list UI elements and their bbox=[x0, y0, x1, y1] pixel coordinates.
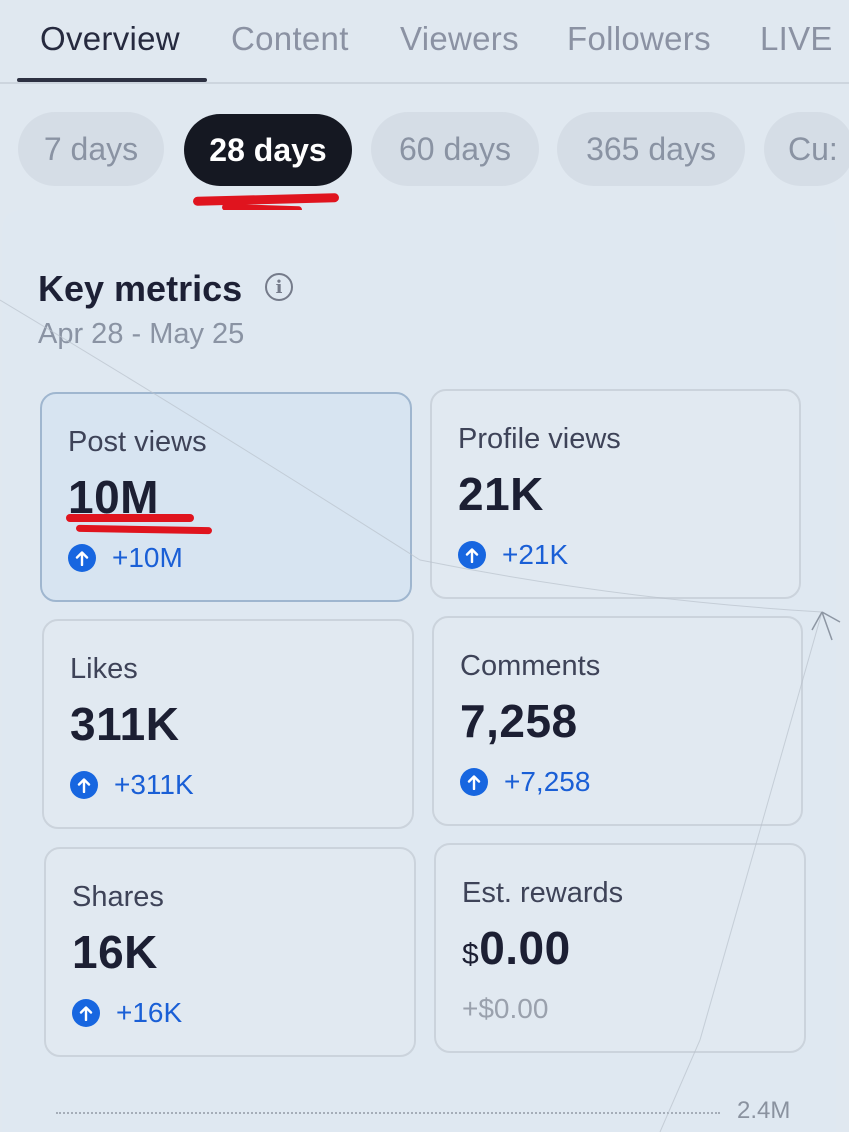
period-selector: 7 days 28 days 60 days 365 days Cu: bbox=[0, 112, 849, 187]
metric-value: $0.00 bbox=[462, 921, 571, 975]
metric-delta-text: +$0.00 bbox=[462, 993, 549, 1024]
period-28-days-button[interactable]: 28 days bbox=[184, 114, 352, 186]
tab-content[interactable]: Content bbox=[231, 20, 349, 57]
metric-delta-text: +16K bbox=[116, 997, 183, 1028]
chart-y-axis-label: 2.4M bbox=[737, 1097, 791, 1124]
active-tab-indicator bbox=[17, 78, 207, 82]
arrow-up-circle-icon bbox=[72, 999, 100, 1027]
date-range: Apr 28 - May 25 bbox=[38, 318, 245, 350]
metric-delta-text: +10M bbox=[112, 542, 183, 573]
metric-delta-text: +21K bbox=[502, 539, 569, 570]
red-annotation-underline bbox=[66, 514, 194, 522]
metric-label: Profile views bbox=[458, 423, 621, 455]
period-365-days-button[interactable]: 365 days bbox=[557, 112, 745, 186]
currency-symbol: $ bbox=[462, 938, 480, 971]
info-icon[interactable]: i bbox=[265, 273, 293, 301]
metric-label: Shares bbox=[72, 881, 164, 913]
metric-card-likes[interactable]: Likes 311K +311K bbox=[42, 619, 414, 829]
metric-label: Comments bbox=[460, 650, 601, 682]
arrow-up-circle-icon bbox=[68, 544, 96, 572]
metric-label: Est. rewards bbox=[462, 877, 624, 909]
metric-value: 21K bbox=[458, 468, 544, 520]
metric-card-post-views[interactable]: Post views 10M +10M bbox=[40, 392, 412, 602]
metric-delta-text: +311K bbox=[114, 769, 194, 800]
metric-value: 7,258 bbox=[460, 695, 578, 747]
metric-delta: +10M bbox=[68, 542, 183, 574]
metric-delta: +21K bbox=[458, 539, 568, 571]
tab-overview[interactable]: Overview bbox=[40, 20, 180, 57]
metric-delta: +311K bbox=[70, 769, 194, 801]
metric-delta-text: +7,258 bbox=[504, 766, 591, 797]
red-annotation-underline bbox=[192, 193, 340, 206]
metric-value: 16K bbox=[72, 926, 158, 978]
period-7-days-button[interactable]: 7 days bbox=[18, 112, 164, 186]
metric-card-est-rewards[interactable]: Est. rewards $0.00 +$0.00 bbox=[434, 843, 806, 1053]
metric-card-shares[interactable]: Shares 16K +16K bbox=[44, 847, 416, 1057]
metric-delta: +7,258 bbox=[460, 766, 590, 798]
key-metrics-title: Key metrics bbox=[38, 268, 243, 309]
analytics-tab-bar: Overview Content Viewers Followers LIVE bbox=[0, 0, 849, 84]
metric-card-comments[interactable]: Comments 7,258 +7,258 bbox=[432, 616, 803, 826]
period-custom-button[interactable]: Cu: bbox=[764, 112, 849, 186]
arrow-up-circle-icon bbox=[458, 541, 486, 569]
arrow-up-circle-icon bbox=[460, 768, 488, 796]
tab-followers[interactable]: Followers bbox=[567, 20, 711, 57]
tab-viewers[interactable]: Viewers bbox=[400, 20, 519, 57]
metric-label: Post views bbox=[68, 426, 207, 458]
metric-label: Likes bbox=[70, 653, 138, 685]
chart-gridline bbox=[56, 1112, 720, 1114]
metric-value-number: 0.00 bbox=[479, 922, 571, 974]
metric-value: 311K bbox=[70, 698, 180, 750]
arrow-up-circle-icon bbox=[70, 771, 98, 799]
metric-delta: +16K bbox=[72, 997, 182, 1029]
metric-delta: +$0.00 bbox=[462, 993, 548, 1025]
tab-live[interactable]: LIVE bbox=[760, 20, 833, 57]
metric-card-profile-views[interactable]: Profile views 21K +21K bbox=[430, 389, 801, 599]
period-60-days-button[interactable]: 60 days bbox=[371, 112, 539, 186]
